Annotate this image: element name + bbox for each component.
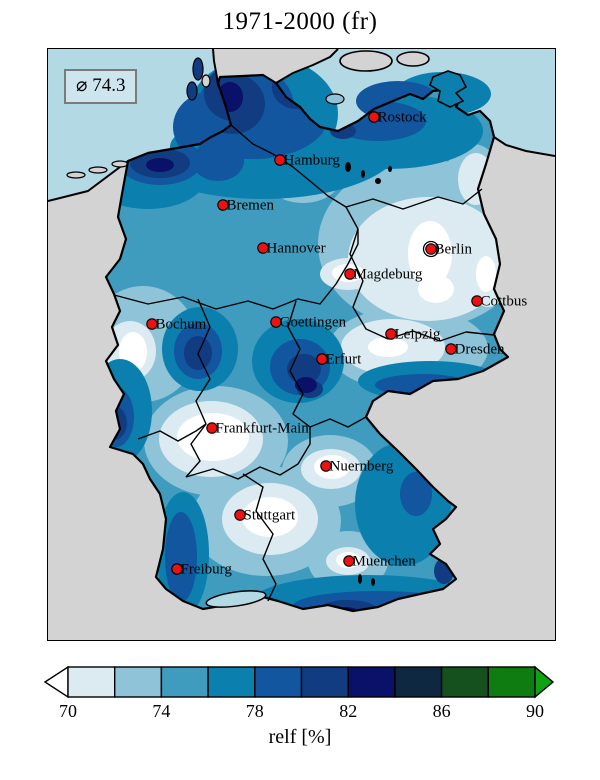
city-dot-dresden <box>445 343 457 355</box>
city-label-muenchen: Muenchen <box>353 554 417 570</box>
germany-contour-map: Rostock Hamburg Bremen Hannover Berlin Magdeb… <box>48 49 555 640</box>
city-label-magdeburg: Magdeburg <box>354 267 423 283</box>
ruegen-island <box>429 70 468 108</box>
colorbar-under-arrow <box>43 665 69 699</box>
city-dot-bremen <box>217 199 229 211</box>
colorbar-tick-82: 82 <box>339 701 358 721</box>
germany-border <box>104 73 510 613</box>
city-dot-rostock <box>368 111 380 123</box>
colorbar-segment-2 <box>160 666 209 698</box>
city-dot-erfurt <box>316 353 328 365</box>
colorbar-tick-90: 90 <box>526 701 544 721</box>
colorbar <box>43 665 555 699</box>
islands <box>66 50 430 179</box>
colorbar-segment-1 <box>113 666 163 698</box>
city-dot-magdeburg <box>344 268 356 280</box>
colorbar-segment-5 <box>300 666 349 698</box>
city-dot-nuernberg <box>320 460 332 472</box>
colorbar-tick-74: 74 <box>152 701 171 721</box>
city-markers: Rostock Hamburg Bremen Hannover Berlin Magdeb… <box>146 110 528 578</box>
colorbar-over-arrow <box>534 665 555 699</box>
mean-annotation-box: ⌀ 74.3 <box>64 69 138 104</box>
city-dot-freiburg <box>171 563 183 575</box>
city-dot-berlin <box>425 243 437 255</box>
colorbar-segment-8 <box>440 666 490 698</box>
city-label-frankfurt-main: Frankfurt-Main <box>216 421 310 437</box>
lake-constance <box>205 590 267 608</box>
city-label-goettingen: Goettingen <box>280 315 347 331</box>
colorbar-segment-7 <box>394 666 443 698</box>
city-label-stuttgart: Stuttgart <box>244 508 296 524</box>
colorbar-segment-0 <box>67 666 116 698</box>
lakes <box>345 162 392 586</box>
city-label-berlin: Berlin <box>435 242 473 258</box>
city-label-hamburg: Hamburg <box>284 153 341 169</box>
city-dot-goettingen <box>270 316 282 328</box>
colorbar-ticks: 70 74 78 82 86 90 <box>37 701 557 725</box>
colorbar-segment-4 <box>254 666 303 698</box>
city-label-cottbus: Cottbus <box>481 294 528 310</box>
city-dot-hannover <box>257 242 269 254</box>
colorbar-segment-9 <box>487 666 536 698</box>
city-dot-cottbus <box>471 295 483 307</box>
city-dot-muenchen <box>343 555 355 567</box>
city-label-erfurt: Erfurt <box>326 352 363 368</box>
colorbar-segment-6 <box>347 666 396 698</box>
city-label-rostock: Rostock <box>378 110 428 126</box>
city-label-bremen: Bremen <box>227 198 275 214</box>
city-dot-stuttgart <box>234 509 246 521</box>
map-panel: Rostock Hamburg Bremen Hannover Berlin Magdeb… <box>47 48 556 641</box>
city-dot-hamburg <box>274 154 286 166</box>
city-label-nuernberg: Nuernberg <box>330 459 394 475</box>
city-label-dresden: Dresden <box>455 342 505 358</box>
figure-title: 1971-2000 (fr) <box>222 8 378 35</box>
colorbar-tick-86: 86 <box>432 701 451 721</box>
city-dot-frankfurt-main <box>206 422 218 434</box>
colorbar-axis-label: relf [%] <box>268 726 332 748</box>
colorbar-tick-70: 70 <box>59 701 77 721</box>
city-label-freiburg: Freiburg <box>181 562 233 578</box>
city-label-bochum: Bochum <box>156 317 207 333</box>
colorbar-segment-3 <box>207 666 256 698</box>
city-dot-bochum <box>146 318 158 330</box>
city-dot-leipzig <box>385 328 397 340</box>
city-label-leipzig: Leipzig <box>395 327 441 343</box>
colorbar-tick-78: 78 <box>245 701 264 721</box>
city-label-hannover: Hannover <box>267 241 326 257</box>
state-borders <box>113 124 495 602</box>
